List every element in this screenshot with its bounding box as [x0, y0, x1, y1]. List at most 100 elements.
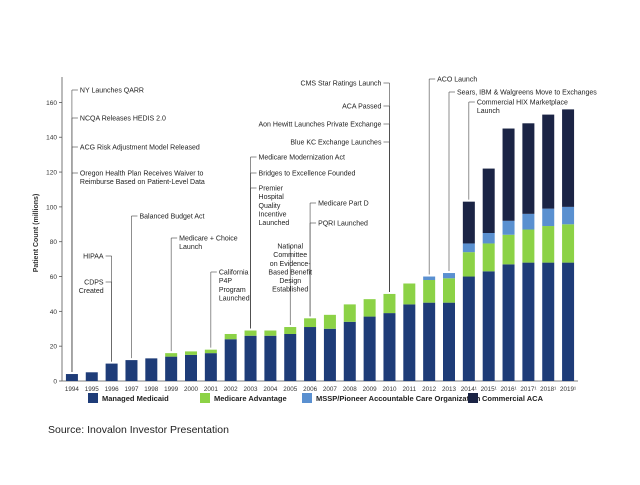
annotation-label: CMS Star Ratings Launch: [301, 81, 382, 88]
legend-swatch: [302, 393, 312, 403]
bar-medicare-advantage: [204, 349, 217, 354]
annotations: NY Launches QARR NCQA Releases HEDIS 2.0 A…: [71, 77, 597, 373]
x-tick-label: 2009: [363, 386, 378, 393]
x-tick-label: 1994: [65, 386, 80, 393]
annotation-label: Sears, IBM & Walgreens Move to Exchanges: [457, 90, 597, 97]
annotation-label: Medicare Modernization Act: [259, 155, 345, 162]
bar-medicare-advantage: [443, 278, 455, 303]
x-tick-label: 2000: [184, 386, 199, 393]
annotation-label: California P4P Program Launched: [219, 270, 250, 303]
bar-medicare-advantage: [343, 304, 356, 322]
annotation-label: Balanced Budget Act: [139, 214, 204, 221]
x-tick-label: 2004: [263, 386, 278, 393]
bar-medicare-advantage: [244, 330, 257, 336]
bar-medicare-advantage: [363, 299, 376, 317]
annotation-label: Medicare + Choice Launch: [179, 236, 238, 252]
y-tick-label: 120: [46, 170, 57, 177]
x-tick-label: 1995: [85, 386, 100, 393]
y-tick-label: 80: [50, 239, 58, 246]
bar-mssp-aco: [482, 233, 495, 244]
annotation-label: Medicare Part D: [318, 201, 369, 208]
annotation-label: Commercial HIX Marketplace Launch: [477, 100, 568, 116]
bar-medicare-advantage: [323, 314, 336, 329]
bar-managed-medicaid: [462, 276, 475, 381]
x-tick-label: 1998: [144, 386, 159, 393]
x-tick-label: 2019¹: [560, 386, 576, 393]
bar-medicare-advantage: [462, 252, 475, 277]
annotation-label: National Committee on Evidence-Based Benef…: [268, 244, 312, 294]
bar-managed-medicaid: [423, 302, 436, 381]
x-tick-label: 2001: [204, 386, 219, 393]
x-tick-label: 2013: [442, 386, 457, 393]
bar-mssp-aco: [423, 276, 436, 281]
x-tick-label: 2008: [343, 386, 358, 393]
annotation-label: ACO Launch: [437, 77, 477, 84]
bar-managed-medicaid: [145, 358, 158, 381]
legend: Managed Medicaid Medicare Advantage MSSP/P…: [88, 393, 544, 403]
bar-commercial-aca: [502, 128, 515, 221]
y-tick-label: 140: [46, 135, 57, 142]
annotation-label: CDPS Created: [79, 280, 104, 296]
x-tick-label: 1996: [105, 386, 120, 393]
bar-commercial-aca: [462, 201, 475, 244]
annotation-label: Blue KC Exchange Launches: [290, 140, 382, 147]
y-tick-label: 160: [46, 100, 57, 107]
legend-label: Medicare Advantage: [214, 394, 287, 403]
legend-swatch: [88, 393, 98, 403]
bar-managed-medicaid: [105, 363, 118, 381]
bar-medicare-advantage: [562, 224, 575, 263]
x-tick-label: 2005: [283, 386, 298, 393]
bar-mssp-aco: [562, 206, 575, 225]
bar-managed-medicaid: [85, 372, 98, 381]
x-tick-label: 2011: [403, 386, 417, 393]
x-tick-label: 1997: [124, 386, 139, 393]
x-tick-label: 2015¹: [481, 386, 497, 393]
x-tick-label: 2014¹: [461, 386, 477, 393]
annotation-label: NY Launches QARR: [80, 88, 144, 95]
bar-managed-medicaid: [343, 321, 356, 381]
x-tick-label: 2010: [382, 386, 397, 393]
legend-label: Managed Medicaid: [102, 394, 169, 403]
x-tick-label: 1999: [164, 386, 179, 393]
annotation-label: ACG Risk Adjustment Model Released: [80, 145, 200, 152]
bar-managed-medicaid: [224, 339, 237, 381]
bar-managed-medicaid: [383, 313, 396, 381]
bar-managed-medicaid: [482, 271, 495, 381]
legend-swatch: [200, 393, 210, 403]
axes: 0 20 40 60 80 100 120 140 160 Patient Count (mill…: [33, 77, 578, 393]
legend-label: MSSP/Pioneer Accountable Care Organizati…: [316, 394, 481, 403]
bar-commercial-aca: [562, 109, 575, 207]
bar-medicare-advantage: [522, 229, 535, 263]
bars: [65, 109, 575, 381]
annotation-label: Bridges to Excellence Founded: [259, 171, 356, 178]
annotation-label: Aon Hewitt Launches Private Exchange: [258, 122, 381, 129]
bar-managed-medicaid: [264, 335, 277, 381]
bar-mssp-aco: [502, 220, 515, 235]
bar-managed-medicaid: [323, 328, 336, 381]
bar-managed-medicaid: [284, 333, 297, 381]
source-note: Source: Inovalon Investor Presentation: [48, 424, 229, 436]
bar-commercial-aca: [542, 114, 555, 209]
bar-managed-medicaid: [502, 264, 515, 381]
bar-managed-medicaid: [65, 374, 78, 381]
legend-swatch: [468, 393, 478, 403]
bar-medicare-advantage: [482, 243, 495, 272]
bar-commercial-aca: [482, 168, 495, 233]
annotation-label: HIPAA: [83, 254, 104, 261]
y-tick-label: 40: [50, 309, 58, 316]
bar-mssp-aco: [522, 213, 535, 230]
y-tick-label: 60: [50, 274, 58, 281]
legend-label: Commercial ACA: [482, 394, 544, 403]
annotation-label: Premier Hospital Quality Incentive Launched: [259, 186, 290, 227]
bar-medicare-advantage: [383, 293, 396, 314]
bar-medicare-advantage: [264, 330, 277, 336]
bar-mssp-aco: [462, 243, 475, 253]
annotation-label: PQRI Launched: [318, 221, 368, 228]
x-tick-label: 2002: [224, 386, 239, 393]
bar-managed-medicaid: [304, 327, 317, 381]
bar-medicare-advantage: [304, 318, 317, 328]
bar-managed-medicaid: [363, 316, 376, 381]
bar-managed-medicaid: [204, 353, 217, 381]
bar-managed-medicaid: [522, 262, 535, 381]
